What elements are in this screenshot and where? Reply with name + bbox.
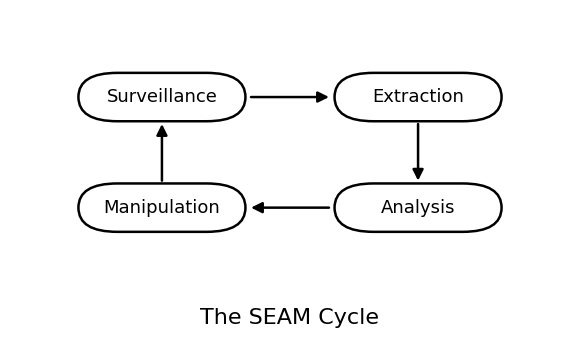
FancyBboxPatch shape	[335, 184, 502, 232]
Text: The SEAM Cycle: The SEAM Cycle	[201, 308, 379, 328]
FancyBboxPatch shape	[78, 73, 245, 121]
FancyBboxPatch shape	[78, 184, 245, 232]
Text: Manipulation: Manipulation	[104, 199, 220, 217]
Text: Extraction: Extraction	[372, 88, 464, 106]
Text: Analysis: Analysis	[381, 199, 455, 217]
Text: Surveillance: Surveillance	[107, 88, 218, 106]
FancyBboxPatch shape	[335, 73, 502, 121]
